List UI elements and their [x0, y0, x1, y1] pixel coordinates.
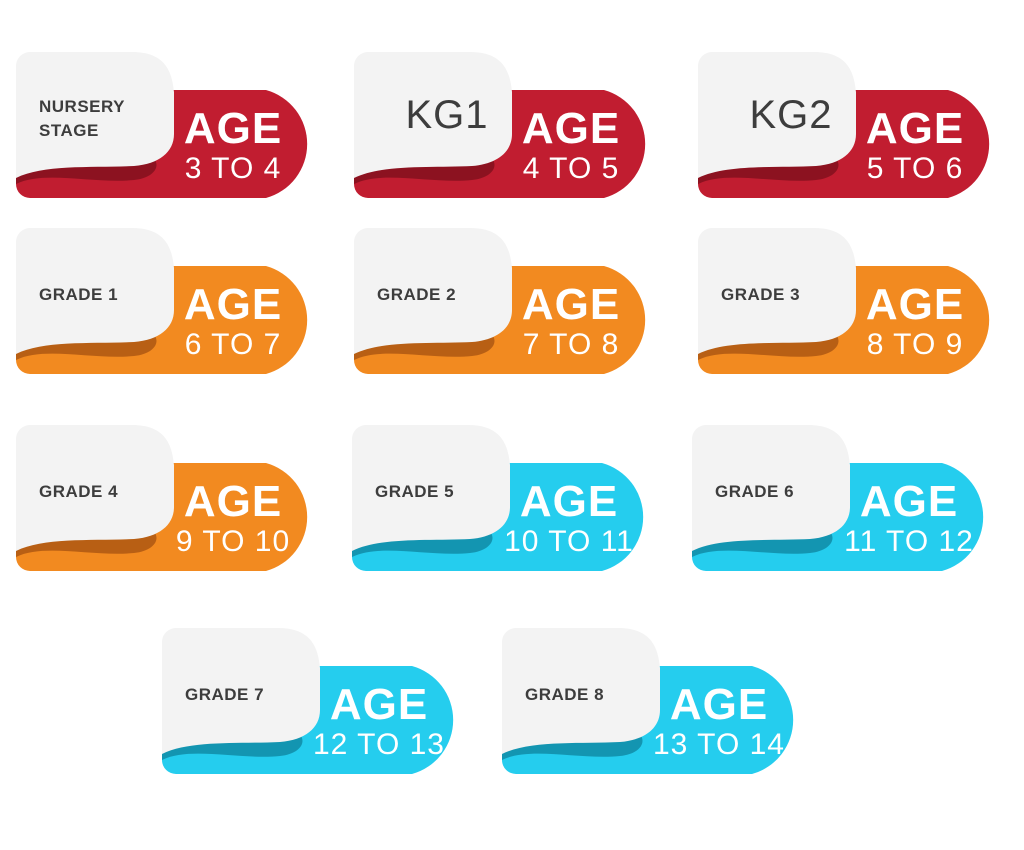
card-shape	[354, 52, 646, 198]
age-range: 6 TO 7	[184, 328, 282, 361]
age-range: 9 TO 10	[175, 525, 291, 558]
stage-label: GRADE 6	[715, 482, 795, 501]
stage-card: GRADE 6 AGE 11 TO 12	[690, 425, 1000, 573]
stage-card: GRADE 7 AGE 12 TO 13	[160, 628, 470, 776]
age-word: AGE	[519, 477, 619, 526]
stage-label: GRADE 8	[525, 685, 605, 704]
stage-card: NURSERY STAGE AGE 3 TO 4	[14, 52, 324, 200]
age-block: AGE 7 TO 8	[502, 283, 640, 363]
age-word: AGE	[521, 280, 621, 329]
age-word: AGE	[183, 477, 283, 526]
age-range: 10 TO 11	[504, 525, 634, 558]
stage-label: GRADE 4	[39, 482, 119, 501]
stage-panel	[16, 52, 174, 178]
card-shape	[692, 425, 984, 571]
age-range: 4 TO 5	[522, 152, 620, 185]
age-block: AGE 12 TO 13	[310, 683, 448, 763]
age-range: 12 TO 13	[313, 728, 445, 761]
age-block: AGE 6 TO 7	[164, 283, 302, 363]
stage-label: KG2	[749, 93, 833, 137]
stage-panel	[692, 425, 850, 551]
stage-card: GRADE 4 AGE 9 TO 10	[14, 425, 324, 573]
age-word: AGE	[865, 280, 965, 329]
card-shape	[698, 52, 990, 198]
age-range: 7 TO 8	[522, 328, 620, 361]
stage-label: KG1	[405, 93, 489, 137]
age-word: AGE	[865, 104, 965, 153]
card-shape	[502, 628, 794, 774]
card-shape	[352, 425, 644, 571]
stage-panel	[352, 425, 510, 551]
age-range: 11 TO 12	[844, 525, 974, 558]
stage-panel	[698, 228, 856, 354]
stage-card: GRADE 2 AGE 7 TO 8	[352, 228, 662, 376]
stage-label: GRADE 5	[375, 482, 455, 501]
stage-card: GRADE 5 AGE 10 TO 11	[350, 425, 660, 573]
age-block: AGE 10 TO 11	[500, 480, 638, 560]
card-shape	[16, 425, 308, 571]
stage-label: NURSERY STAGE	[39, 97, 125, 140]
stage-card: GRADE 8 AGE 13 TO 14	[500, 628, 810, 776]
stage-panel	[16, 228, 174, 354]
stage-panel	[354, 228, 512, 354]
stage-card: KG1 AGE 4 TO 5	[352, 52, 662, 200]
age-range: 5 TO 6	[866, 152, 964, 185]
card-shape	[162, 628, 454, 774]
age-range: 8 TO 9	[866, 328, 964, 361]
age-word: AGE	[859, 477, 959, 526]
age-block: AGE 3 TO 4	[164, 107, 302, 187]
age-block: AGE 11 TO 12	[840, 480, 978, 560]
age-word: AGE	[329, 680, 429, 729]
stage-label: GRADE 1	[39, 285, 119, 304]
card-shape	[16, 52, 308, 198]
stage-label: GRADE 2	[377, 285, 457, 304]
stage-panel	[698, 52, 856, 178]
stage-panel	[502, 628, 660, 754]
age-block: AGE 8 TO 9	[846, 283, 984, 363]
age-block: AGE 4 TO 5	[502, 107, 640, 187]
age-range: 13 TO 14	[653, 728, 785, 761]
stage-card: KG2 AGE 5 TO 6	[696, 52, 1006, 200]
age-word: AGE	[669, 680, 769, 729]
age-range: 3 TO 4	[184, 152, 282, 185]
age-block: AGE 9 TO 10	[164, 480, 302, 560]
stage-panel	[16, 425, 174, 551]
stage-label: GRADE 7	[185, 685, 265, 704]
stage-panel	[162, 628, 320, 754]
stage-card: GRADE 1 AGE 6 TO 7	[14, 228, 324, 376]
age-block: AGE 5 TO 6	[846, 107, 984, 187]
stage-panel	[354, 52, 512, 178]
card-shape	[354, 228, 646, 374]
stage-label: GRADE 3	[721, 285, 801, 304]
age-word: AGE	[183, 280, 283, 329]
age-word: AGE	[521, 104, 621, 153]
card-shape	[16, 228, 308, 374]
stage-card: GRADE 3 AGE 8 TO 9	[696, 228, 1006, 376]
card-shape	[698, 228, 990, 374]
age-block: AGE 13 TO 14	[650, 683, 788, 763]
age-word: AGE	[183, 104, 283, 153]
